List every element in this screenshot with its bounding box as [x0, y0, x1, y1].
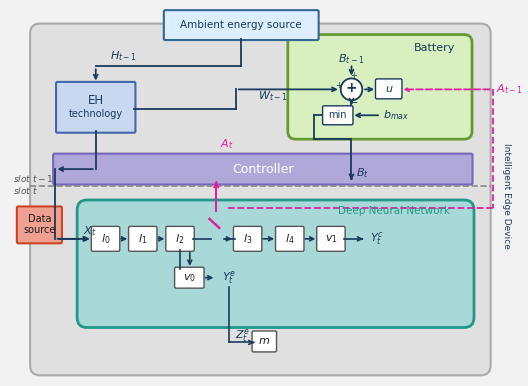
- Text: $H_{t-1}$: $H_{t-1}$: [110, 49, 138, 63]
- FancyBboxPatch shape: [91, 226, 120, 251]
- Text: technology: technology: [69, 109, 123, 119]
- Text: EH: EH: [88, 94, 104, 107]
- Text: $B_t$: $B_t$: [356, 166, 369, 180]
- FancyBboxPatch shape: [317, 226, 345, 251]
- Text: $Y_t^c$: $Y_t^c$: [370, 230, 384, 247]
- Text: $Y_t^e$: $Y_t^e$: [222, 269, 236, 286]
- FancyBboxPatch shape: [323, 106, 353, 125]
- Text: Battery: Battery: [414, 42, 456, 52]
- Text: Intelligent Edge Device: Intelligent Edge Device: [502, 143, 511, 249]
- FancyBboxPatch shape: [166, 226, 194, 251]
- FancyBboxPatch shape: [17, 207, 62, 243]
- FancyBboxPatch shape: [53, 154, 473, 185]
- Text: $B_{t-1}$: $B_{t-1}$: [338, 52, 365, 66]
- Text: Ambient energy source: Ambient energy source: [181, 20, 302, 30]
- Text: $A_{t-1}$: $A_{t-1}$: [496, 83, 523, 96]
- Text: $X_t$: $X_t$: [83, 224, 97, 238]
- FancyBboxPatch shape: [375, 79, 402, 99]
- Text: min: min: [328, 110, 347, 120]
- Text: $v_1$: $v_1$: [325, 233, 337, 245]
- FancyBboxPatch shape: [56, 82, 135, 133]
- Text: $l_4$: $l_4$: [285, 232, 295, 246]
- FancyBboxPatch shape: [164, 10, 319, 40]
- FancyBboxPatch shape: [276, 226, 304, 251]
- Text: $l_3$: $l_3$: [243, 232, 252, 246]
- FancyBboxPatch shape: [77, 200, 474, 327]
- Text: Data: Data: [27, 214, 51, 224]
- Text: $m$: $m$: [258, 337, 270, 347]
- Text: +: +: [335, 81, 342, 90]
- Text: +: +: [346, 81, 357, 95]
- Text: $l_1$: $l_1$: [138, 232, 147, 246]
- Circle shape: [341, 78, 362, 100]
- FancyBboxPatch shape: [233, 226, 262, 251]
- FancyBboxPatch shape: [252, 331, 277, 352]
- Text: slot $t$: slot $t$: [13, 185, 39, 196]
- Text: u: u: [385, 84, 392, 94]
- Text: source: source: [23, 225, 55, 235]
- Text: $W_{t-1}$: $W_{t-1}$: [258, 90, 288, 103]
- FancyBboxPatch shape: [30, 24, 491, 375]
- Text: $Z_t^e$: $Z_t^e$: [235, 327, 250, 344]
- Text: slot $t-1$: slot $t-1$: [13, 173, 54, 184]
- Text: $b_{max}$: $b_{max}$: [383, 108, 409, 122]
- Text: $v_0$: $v_0$: [183, 272, 196, 284]
- Text: $l_0$: $l_0$: [101, 232, 110, 246]
- Text: $l_2$: $l_2$: [175, 232, 185, 246]
- Text: −: −: [349, 98, 358, 108]
- FancyBboxPatch shape: [129, 226, 157, 251]
- FancyBboxPatch shape: [175, 267, 204, 288]
- Text: Deep Neural Network: Deep Neural Network: [337, 206, 450, 216]
- Text: Controller: Controller: [232, 163, 294, 176]
- Text: +: +: [350, 71, 357, 80]
- FancyBboxPatch shape: [288, 35, 472, 139]
- Text: $A_t$: $A_t$: [220, 137, 234, 151]
